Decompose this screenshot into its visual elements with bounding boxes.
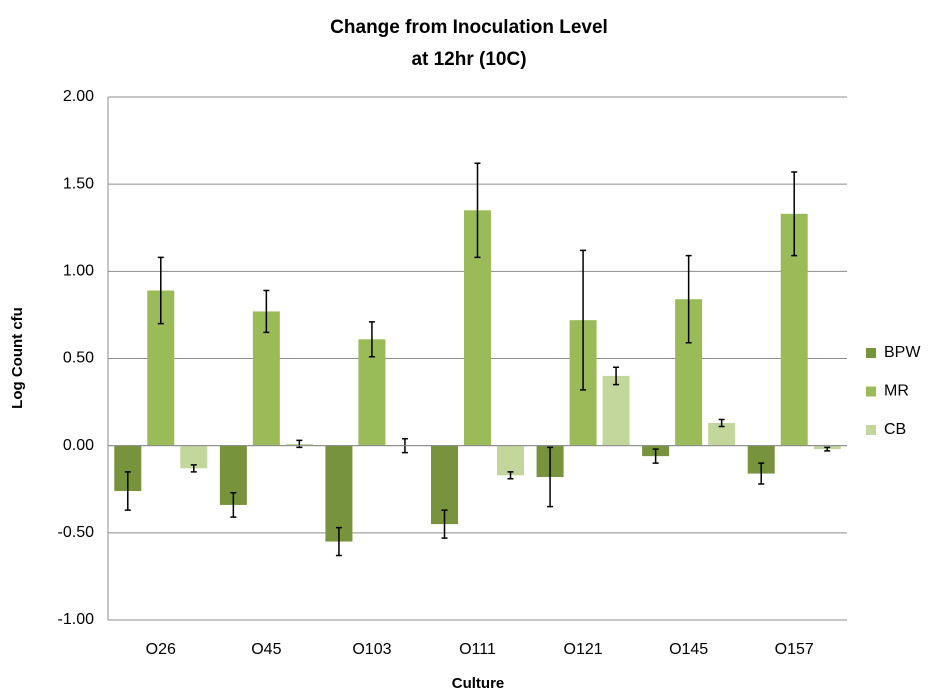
error-bar [791, 171, 798, 257]
y-tick-label: 1.00 [63, 263, 94, 280]
legend-swatch [866, 348, 876, 358]
bar [497, 445, 524, 476]
x-tick-label: O26 [146, 641, 176, 658]
x-tick-label: O45 [251, 641, 281, 658]
legend-label: BPW [884, 344, 921, 361]
x-tick-label: O103 [352, 641, 391, 658]
y-tick-label: 1.50 [63, 175, 94, 192]
legend-label: MR [884, 383, 909, 400]
x-tick-label: O145 [669, 641, 708, 658]
legend-swatch [866, 425, 876, 435]
legend-label: CB [884, 421, 906, 438]
error-bar [580, 249, 587, 391]
error-bar [263, 289, 270, 334]
error-bar [507, 471, 514, 480]
error-bar [547, 446, 554, 508]
bar [325, 445, 353, 542]
y-tick-label: -0.50 [58, 524, 95, 541]
legend-swatch [866, 386, 876, 397]
error-bar [441, 509, 448, 539]
error-bar [190, 464, 197, 473]
x-tick-label: O157 [775, 641, 814, 658]
x-axis-title: Culture [452, 675, 505, 692]
error-bar [474, 162, 481, 259]
error-bar [685, 254, 692, 344]
bar [602, 375, 630, 446]
error-bar [613, 366, 620, 386]
error-bar [758, 462, 765, 485]
bar [180, 445, 208, 469]
error-bar [824, 446, 831, 452]
error-bar [157, 256, 164, 325]
error-bar [335, 526, 342, 557]
chart-title: at 12hr (10C) [411, 49, 526, 70]
error-bar [718, 418, 725, 428]
bar [252, 311, 280, 446]
y-tick-label: 2.00 [63, 88, 94, 105]
bar [708, 423, 736, 446]
x-tick-label: O121 [564, 641, 603, 658]
y-tick-label: 0.00 [63, 437, 94, 454]
error-bar [296, 439, 303, 449]
y-tick-label: 0.50 [63, 350, 94, 367]
error-bar [230, 491, 237, 518]
y-axis-title: Log Count cfu [9, 307, 26, 409]
error-bar [652, 448, 659, 464]
y-tick-label: -1.00 [58, 611, 95, 628]
error-bar [368, 321, 375, 358]
chart-title: Change from Inoculation Level [330, 17, 608, 38]
x-tick-label: O111 [459, 641, 496, 658]
error-bar [124, 471, 131, 511]
